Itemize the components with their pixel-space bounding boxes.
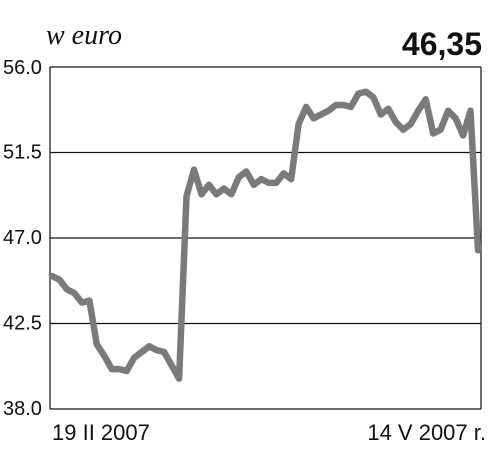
y-tick-label: 42.5 bbox=[3, 313, 42, 335]
last-value: 46,35 bbox=[401, 26, 482, 62]
y-tick-label: 51.5 bbox=[3, 142, 42, 164]
y-tick-labels: 56.0 51.5 47.0 42.5 38.0 bbox=[3, 57, 42, 420]
y-tick-label: 56.0 bbox=[3, 57, 42, 79]
x-end-date-label: 14 V 2007 r. bbox=[367, 420, 486, 445]
price-series-line bbox=[48, 88, 482, 382]
gridlines bbox=[49, 66, 482, 410]
y-tick-label: 38.0 bbox=[3, 398, 42, 420]
y-tick-label: 47.0 bbox=[3, 227, 42, 249]
x-date-labels: 19 II 2007 14 V 2007 r. bbox=[52, 420, 486, 445]
unit-label: w euro bbox=[46, 20, 122, 51]
x-start-date-label: 19 II 2007 bbox=[52, 420, 150, 445]
